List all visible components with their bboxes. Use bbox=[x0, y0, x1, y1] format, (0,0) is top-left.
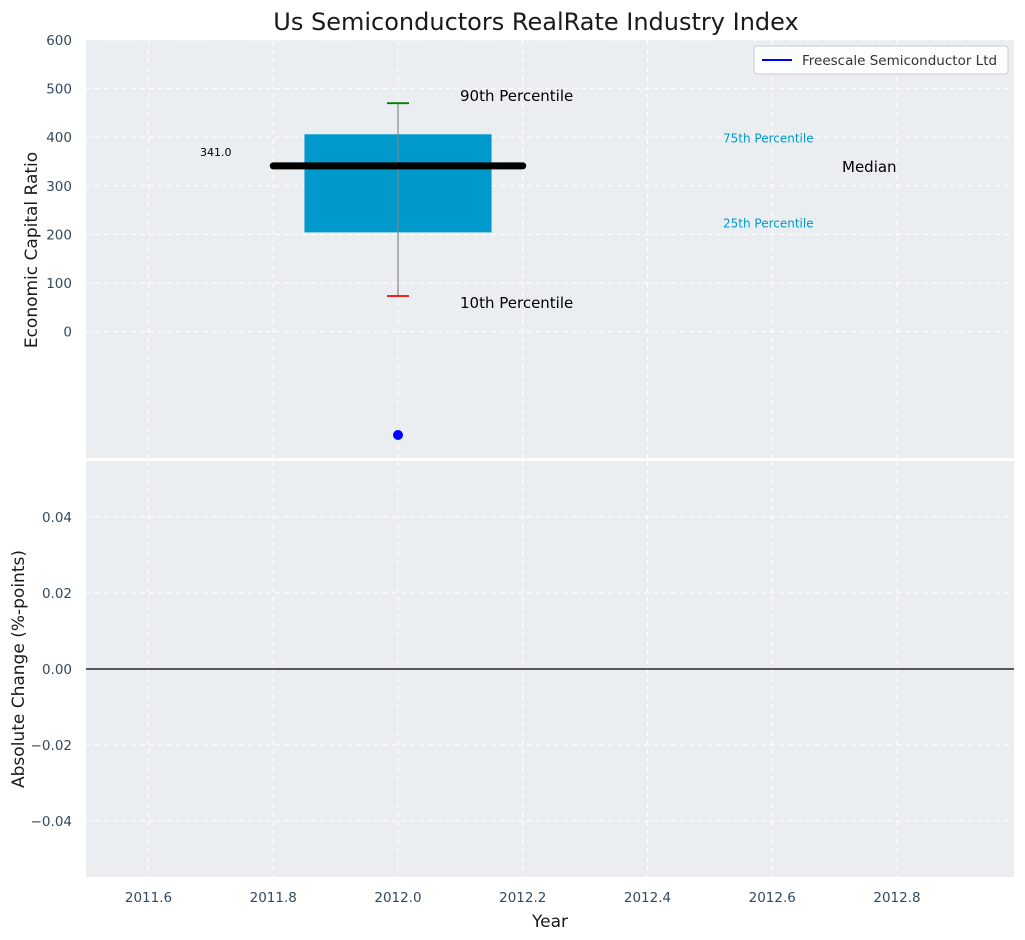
bottom-y-tick-label: 0.00 bbox=[42, 662, 72, 678]
x-tick-label: 2012.8 bbox=[873, 890, 920, 906]
legend-box bbox=[753, 45, 1009, 75]
p75-annotation: 75th Percentile bbox=[723, 131, 814, 145]
top-y-tick-label: 100 bbox=[46, 276, 72, 292]
p25-annotation: 25th Percentile bbox=[723, 216, 814, 230]
x-axis-label: Year bbox=[531, 912, 568, 932]
top-y-tick-label: 200 bbox=[46, 227, 72, 243]
bottom-y-tick-label: −0.02 bbox=[31, 738, 72, 754]
top-y-axis-label: Economic Capital Ratio bbox=[22, 152, 42, 348]
top-plot-background bbox=[86, 40, 1014, 458]
top-grid bbox=[86, 39, 1014, 458]
bottom-y-axis-label: Absolute Change (%-points) bbox=[9, 550, 29, 788]
box-plot: 341.0 90th Percentile 10th Percentile 75th … bbox=[200, 87, 897, 440]
bottom-y-tick-label: 0.02 bbox=[42, 586, 72, 602]
bottom-y-tick-label: 0.04 bbox=[42, 510, 72, 526]
top-y-ticks: 600 500 400 300 200 100 0 bbox=[46, 33, 72, 340]
x-tick-label: 2011.6 bbox=[125, 890, 172, 906]
top-y-tick-label: 0 bbox=[63, 325, 72, 341]
median-value-label: 341.0 bbox=[200, 146, 232, 159]
top-y-tick-label: 500 bbox=[46, 82, 72, 98]
x-tick-label: 2012.2 bbox=[499, 890, 546, 906]
p90-annotation: 90th Percentile bbox=[460, 87, 573, 105]
x-tick-label: 2011.8 bbox=[250, 890, 297, 906]
top-panel: 600 500 400 300 200 100 0 Economic Capital Rat… bbox=[22, 33, 1014, 458]
company-point bbox=[393, 429, 403, 440]
legend-entry: Freescale Semiconductor Ltd bbox=[802, 53, 997, 69]
bottom-y-ticks: 0.04 0.02 0.00 −0.02 −0.04 bbox=[31, 510, 72, 830]
legend: Freescale Semiconductor Ltd bbox=[753, 45, 1009, 75]
bottom-panel: 0.04 0.02 0.00 −0.02 −0.04 2011.6 2011.8 2012.… bbox=[9, 461, 1014, 932]
x-tick-label: 2012.6 bbox=[749, 890, 796, 906]
chart-title: Us Semiconductors RealRate Industry Inde… bbox=[273, 8, 798, 36]
bottom-grid bbox=[86, 461, 1014, 877]
top-y-tick-label: 300 bbox=[46, 179, 72, 195]
top-y-tick-label: 600 bbox=[46, 33, 72, 49]
x-ticks: 2011.6 2011.8 2012.0 2012.2 2012.4 2012.6 2012… bbox=[125, 890, 921, 906]
p10-annotation: 10th Percentile bbox=[460, 294, 573, 312]
top-y-tick-label: 400 bbox=[46, 130, 72, 146]
median-annotation: Median bbox=[842, 158, 897, 176]
x-tick-label: 2012.0 bbox=[374, 890, 421, 906]
bottom-y-tick-label: −0.04 bbox=[31, 814, 72, 830]
x-tick-label: 2012.4 bbox=[624, 890, 671, 906]
